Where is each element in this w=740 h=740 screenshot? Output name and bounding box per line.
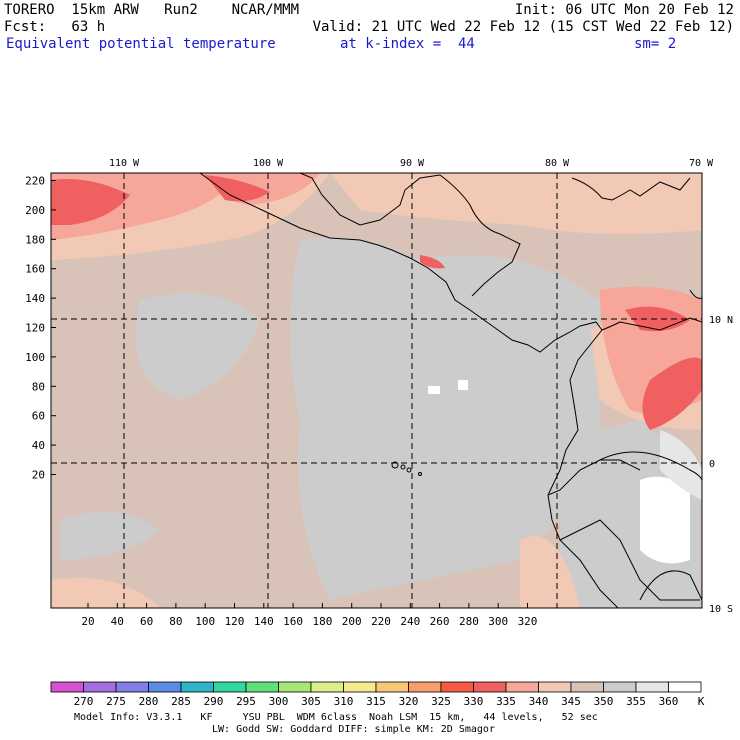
x-tick-label: 180: [312, 615, 332, 628]
colorbar-swatch: [570, 681, 604, 693]
lat-lon-grid: [51, 173, 702, 608]
init-time: Init: 06 UTC Mon 20 Feb 12: [514, 2, 734, 18]
y-tick-label: 20: [32, 469, 45, 482]
forecast-hour: Fcst: 63 h: [4, 19, 106, 35]
y-tick-label: 220: [25, 175, 45, 188]
colorbar-swatch: [505, 681, 539, 693]
y-tick-label: 180: [25, 233, 45, 246]
colorbar-label: 345: [561, 695, 581, 708]
colorbar-swatch: [343, 681, 377, 693]
colorbar-label: 275: [106, 695, 126, 708]
colorbar-label: 270: [74, 695, 94, 708]
smoothing-info: sm= 2: [634, 36, 677, 52]
model-info: Model Info: V3.3.1 KF YSU PBL WDM 6class…: [74, 712, 598, 723]
theta-e-field: [51, 173, 702, 608]
x-tick-label: 320: [518, 615, 538, 628]
colorbar-label: 315: [366, 695, 386, 708]
x-tick-label: 300: [488, 615, 508, 628]
colorbar-label: 360: [659, 695, 679, 708]
colorbar-swatch: [603, 681, 637, 693]
colorbar-swatch: [635, 681, 669, 693]
lon-label-110w: 110 W: [109, 158, 140, 169]
x-tick-label: 280: [459, 615, 479, 628]
lon-label-80w: 80 W: [545, 158, 570, 169]
level-info: at k-index = 44: [340, 36, 475, 52]
colorbar-swatch: [50, 681, 84, 693]
x-tick-label: 140: [254, 615, 274, 628]
lat-label-10s: 10 S: [709, 604, 733, 615]
colorbar-label: 310: [334, 695, 354, 708]
colorbar-label: 340: [529, 695, 549, 708]
field-name: Equivalent potential temperature: [6, 36, 276, 52]
colorbar-label: 355: [626, 695, 646, 708]
colorbar-swatch: [83, 681, 117, 693]
colorbar-unit: K: [698, 695, 705, 708]
y-tick-label: 80: [32, 380, 45, 393]
colorbar-label: 305: [301, 695, 321, 708]
colorbar-label: 350: [594, 695, 614, 708]
colorbar-swatch: [180, 681, 214, 693]
lon-label-100w: 100 W: [253, 158, 284, 169]
colorbar-label: 335: [496, 695, 516, 708]
colorbar-swatch: [310, 681, 344, 693]
lat-label-0: 0: [709, 459, 715, 470]
colorbar: [50, 681, 702, 693]
colorbar-swatch: [668, 681, 702, 693]
colorbar-label: 295: [236, 695, 256, 708]
colorbar-label: 285: [171, 695, 191, 708]
x-tick-label: 40: [111, 615, 124, 628]
physics-info: LW: Godd SW: Goddard DIFF: simple KM: 2D…: [212, 724, 495, 735]
x-tick-label: 160: [283, 615, 303, 628]
colorbar-label: 300: [269, 695, 289, 708]
x-tick-label: 260: [430, 615, 450, 628]
y-tick-label: 40: [32, 439, 45, 452]
lon-label-70w: 70 W: [689, 158, 714, 169]
y-tick-label: 100: [25, 351, 45, 364]
valid-time: Valid: 21 UTC Wed 22 Feb 12 (15 CST Wed …: [312, 19, 734, 35]
x-tick-label: 120: [225, 615, 245, 628]
x-tick-label: 240: [400, 615, 420, 628]
colorbar-swatch: [473, 681, 507, 693]
y-tick-label: 160: [25, 263, 45, 276]
colorbar-swatch: [245, 681, 279, 693]
x-tick-label: 60: [140, 615, 153, 628]
colorbar-label: 320: [399, 695, 419, 708]
colorbar-swatch: [538, 681, 572, 693]
x-tick-label: 220: [371, 615, 391, 628]
colorbar-swatch: [278, 681, 312, 693]
colorbar-swatch: [115, 681, 149, 693]
colorbar-swatch: [148, 681, 182, 693]
lon-label-90w: 90 W: [400, 158, 425, 169]
colorbar-swatch: [408, 681, 442, 693]
colorbar-swatch: [375, 681, 409, 693]
model-title: TORERO 15km ARW Run2 NCAR/MMM: [4, 2, 300, 18]
colorbar-label: 330: [464, 695, 484, 708]
x-tick-label: 200: [342, 615, 362, 628]
colorbar-label: 280: [139, 695, 159, 708]
y-tick-label: 200: [25, 204, 45, 217]
colorbar-swatch: [440, 681, 474, 693]
colorbar-label: 325: [431, 695, 451, 708]
x-tick-label: 100: [195, 615, 215, 628]
y-tick-label: 60: [32, 410, 45, 423]
x-tick-label: 80: [169, 615, 182, 628]
y-tick-label: 140: [25, 292, 45, 305]
colorbar-swatch: [213, 681, 247, 693]
colorbar-label: 290: [204, 695, 224, 708]
x-tick-label: 20: [81, 615, 94, 628]
y-tick-label: 120: [25, 322, 45, 335]
lat-label-10n: 10 N: [709, 315, 733, 326]
